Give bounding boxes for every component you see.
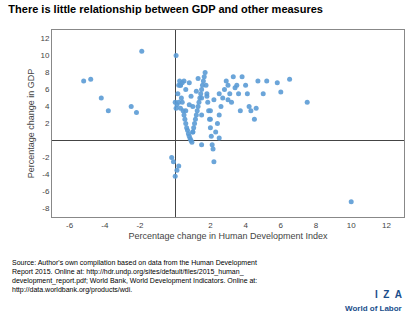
svg-text:World of Labor: World of Labor	[345, 304, 402, 313]
svg-text:8: 8	[45, 68, 50, 77]
svg-text:-2: -2	[42, 153, 50, 162]
svg-text:Percentage change in Human Dev: Percentage change in Human Development I…	[128, 231, 328, 241]
svg-text:-2: -2	[136, 221, 144, 230]
svg-text:-4: -4	[101, 221, 109, 230]
svg-text:There is little relationship b: There is little relationship between GDP…	[8, 3, 323, 15]
svg-text:-4: -4	[42, 170, 50, 179]
svg-text:2: 2	[208, 221, 213, 230]
svg-text:-8: -8	[42, 204, 50, 213]
svg-text:I Z A: I Z A	[375, 289, 402, 300]
svg-text:-6: -6	[66, 221, 74, 230]
svg-text:12: 12	[382, 221, 391, 230]
svg-text:-6: -6	[42, 187, 50, 196]
svg-text:Source: Author's own compilati: Source: Author's own compilation based o…	[12, 259, 257, 294]
svg-text:6: 6	[45, 85, 50, 94]
svg-text:12: 12	[40, 34, 49, 43]
svg-text:10: 10	[347, 221, 356, 230]
svg-text:4: 4	[45, 102, 50, 111]
svg-text:Percentage change in GDP: Percentage change in GDP	[26, 69, 36, 179]
svg-text:4: 4	[243, 221, 248, 230]
svg-text:8: 8	[314, 221, 319, 230]
svg-text:6: 6	[279, 221, 284, 230]
svg-text:10: 10	[40, 51, 49, 60]
svg-text:2: 2	[45, 119, 50, 128]
